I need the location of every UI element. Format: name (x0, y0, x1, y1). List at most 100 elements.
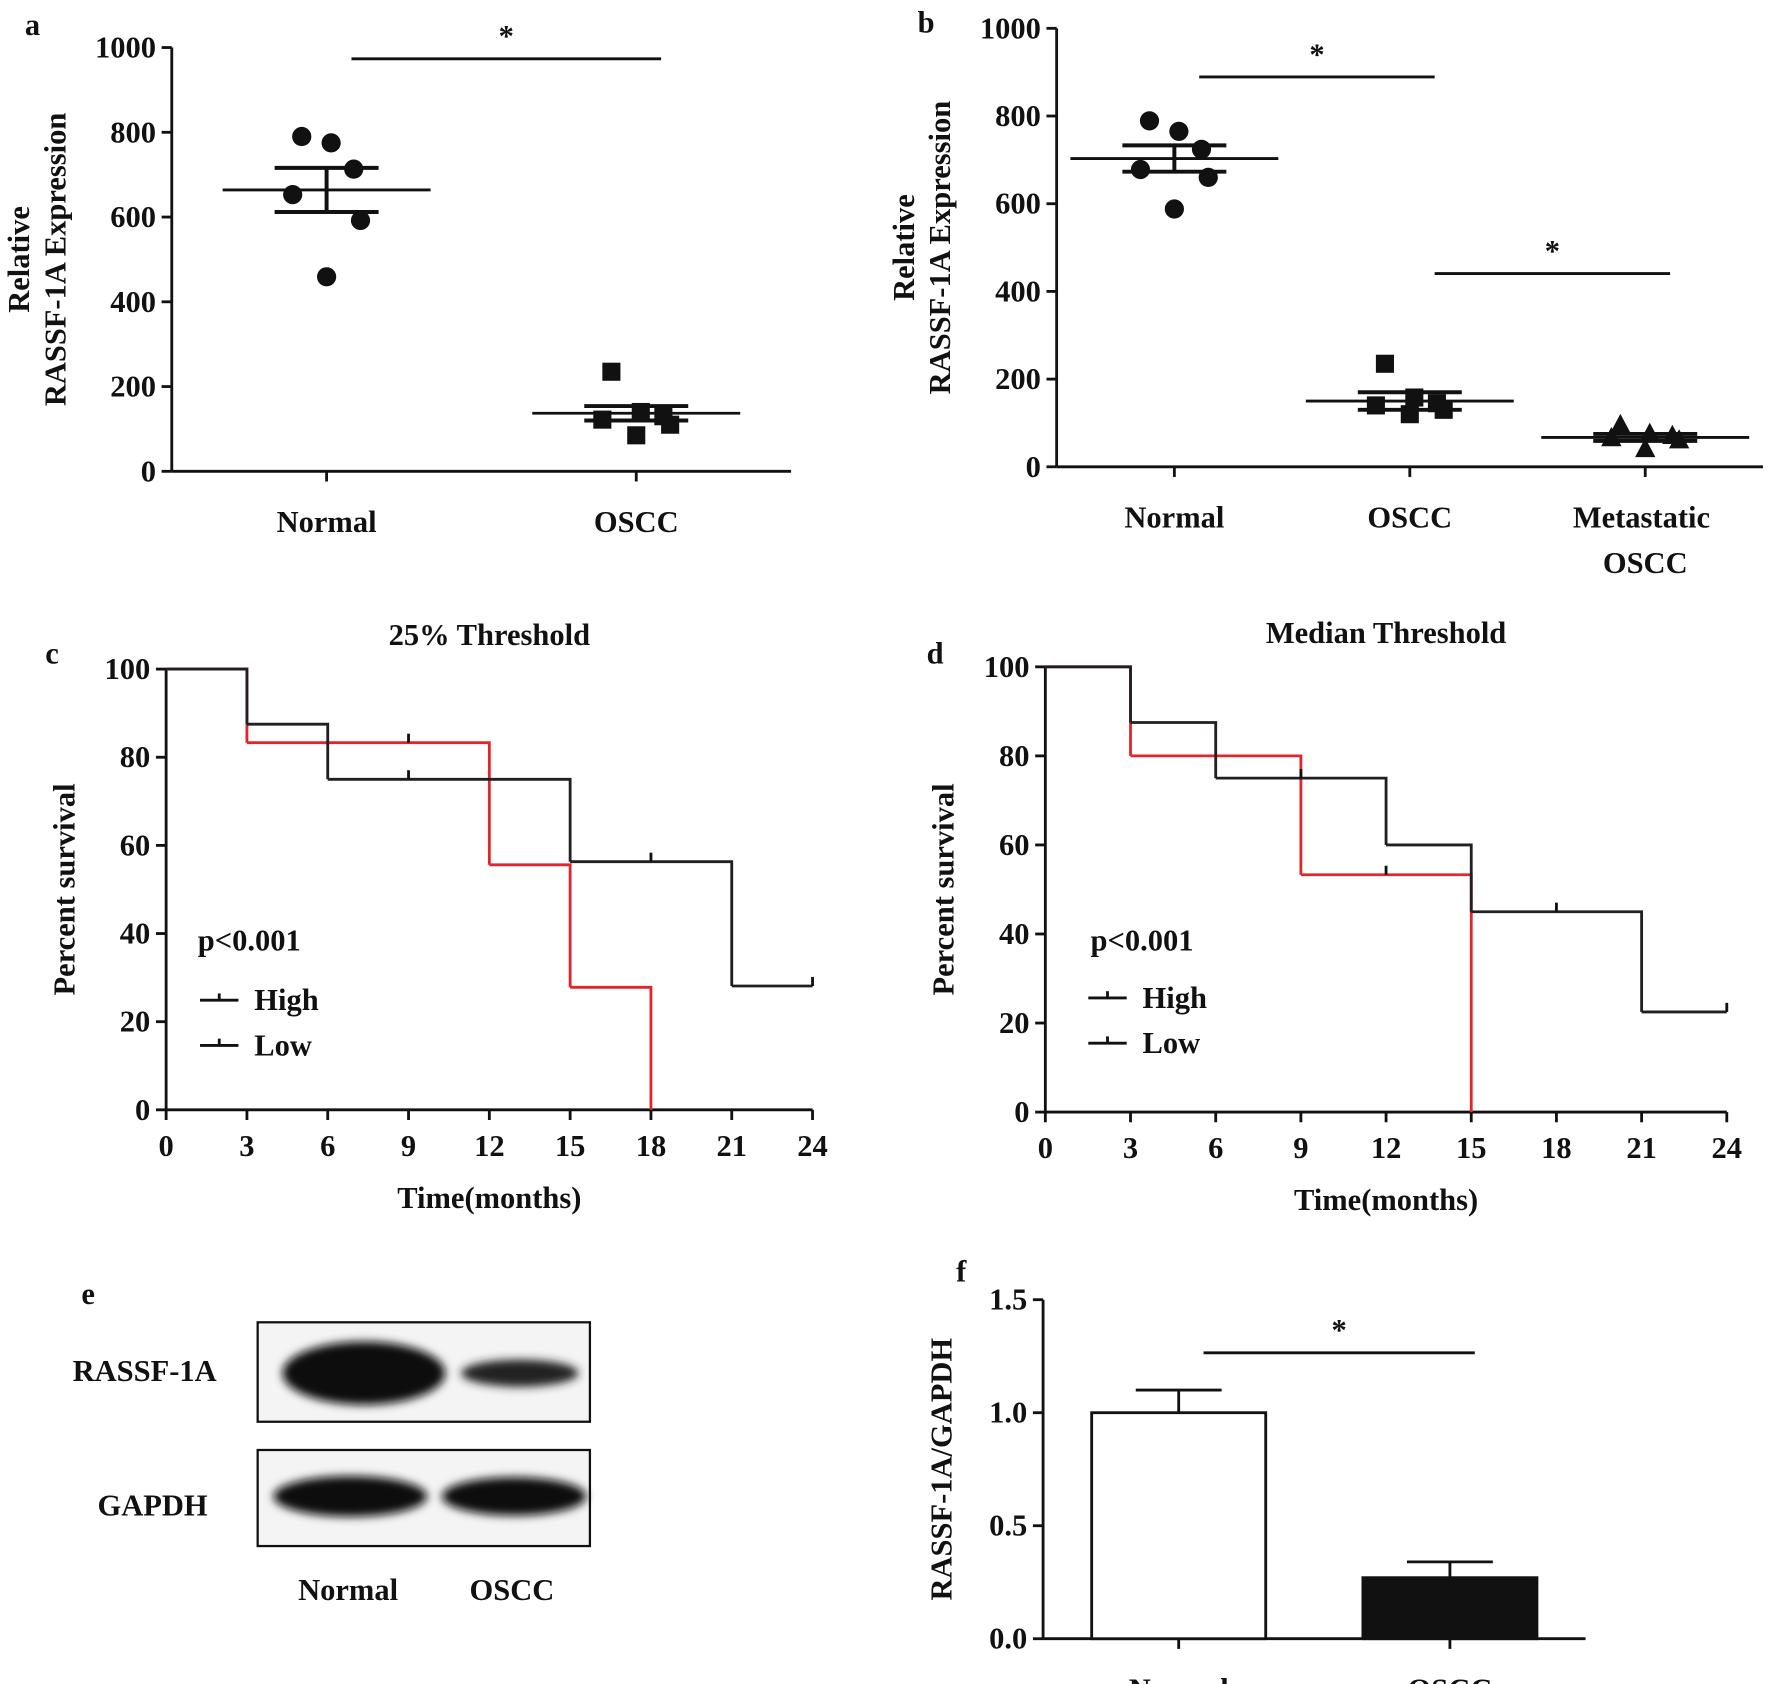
x-axis-label: Time(months) (1294, 1183, 1478, 1217)
point (602, 362, 621, 381)
legend-label: High (1143, 981, 1207, 1015)
significance-label: * (1332, 1313, 1347, 1347)
blot-row-label: GAPDH (97, 1488, 207, 1522)
point (1191, 139, 1212, 159)
y-tick-label: 1000 (95, 31, 156, 65)
y-tick-label: 0 (1014, 1095, 1029, 1129)
survival-step (1130, 754, 1303, 875)
panel-letter: d (927, 636, 944, 670)
survival-step (570, 860, 734, 986)
x-tick-label: 24 (1712, 1131, 1743, 1165)
point (350, 210, 371, 231)
legend-label: High (254, 983, 318, 1017)
y-tick-label: 200 (995, 362, 1041, 396)
x-tick-label: Normal (277, 505, 377, 539)
error-bar (1593, 431, 1698, 443)
x-tick-label: Normal (1129, 1673, 1229, 1684)
x-tick-label: 9 (1293, 1131, 1308, 1165)
y-tick-label: 1.0 (989, 1396, 1027, 1430)
point (1139, 111, 1160, 131)
y-tick-label: 60 (120, 828, 151, 862)
point (1130, 159, 1151, 180)
y-tick-label: 80 (999, 739, 1030, 773)
panel-letter: e (81, 1277, 95, 1311)
survival-step (1471, 910, 1644, 1012)
point (1164, 199, 1184, 219)
y-tick-label: 40 (120, 917, 151, 951)
y-tick-label: 400 (110, 285, 156, 319)
y-axis-label: Relative (2, 206, 36, 313)
x-tick-label: 6 (320, 1129, 335, 1163)
x-tick-label: 12 (1371, 1131, 1402, 1165)
y-tick-label: 60 (999, 828, 1030, 862)
y-tick-label: 600 (110, 200, 156, 234)
chart-title: 25% Threshold (389, 618, 590, 652)
x-tick-label: 21 (716, 1129, 747, 1163)
y-axis-label: RASSF-1A Expression (38, 113, 72, 407)
error-bar (274, 165, 379, 214)
survival-step (489, 863, 572, 988)
blot-column-label: Normal (298, 1573, 398, 1607)
panel-letter: f (956, 1254, 967, 1288)
survival-step (1300, 873, 1473, 1113)
x-tick-label: 18 (636, 1129, 667, 1163)
significance-label: * (1309, 37, 1324, 71)
blot-column-label: OSCC (470, 1573, 555, 1607)
y-axis-label: RASSF-1A/GAPDH (924, 1338, 958, 1601)
survival-step (1386, 843, 1473, 912)
x-tick-label: 12 (474, 1129, 505, 1163)
p-value: p<0.001 (1091, 923, 1194, 957)
point (316, 267, 337, 287)
error-bar (584, 404, 689, 423)
y-tick-label: 800 (110, 115, 156, 149)
x-tick-label: 0 (1038, 1131, 1053, 1165)
point (321, 133, 341, 153)
y-tick-label: 0.5 (989, 1509, 1027, 1543)
y-axis-label: Percent survival (47, 783, 81, 995)
x-tick-label: Normal (1124, 501, 1224, 535)
point (292, 126, 312, 147)
p-value: p<0.001 (198, 923, 301, 957)
chart-title: Median Threshold (1266, 616, 1506, 650)
legend-label: Low (254, 1028, 312, 1062)
point (1169, 121, 1189, 141)
survival-step (1130, 721, 1218, 779)
significance-label: * (499, 19, 514, 53)
survival-step (166, 667, 249, 725)
y-tick-label: 800 (995, 99, 1041, 133)
point (283, 184, 303, 205)
point (1375, 354, 1394, 373)
y-tick-label: 400 (995, 274, 1041, 308)
point (1610, 413, 1631, 434)
x-tick-label: 15 (555, 1129, 586, 1163)
x-tick-label: Metastatic OSCC (1573, 501, 1718, 580)
blot-band (273, 1475, 428, 1517)
y-axis-label: Percent survival (927, 783, 961, 995)
survival-step (246, 741, 491, 865)
y-tick-label: 80 (120, 740, 151, 774)
survival-step (246, 722, 330, 780)
y-tick-label: 40 (999, 917, 1030, 951)
y-tick-label: 100 (105, 652, 151, 686)
bar (1361, 1576, 1539, 1641)
panel-letter: a (25, 8, 40, 42)
blot-band (461, 1359, 579, 1387)
y-tick-label: 1000 (980, 11, 1041, 45)
y-tick-label: 0 (1026, 450, 1041, 484)
y-tick-label: 20 (120, 1005, 151, 1039)
y-tick-label: 600 (995, 187, 1041, 221)
x-tick-label: OSCC (1367, 501, 1452, 535)
blot-band (441, 1477, 587, 1516)
survival-step (570, 985, 653, 1110)
panel-letter: b (918, 6, 935, 40)
survival-step (1045, 665, 1132, 723)
x-tick-label: OSCC (1408, 1673, 1493, 1684)
point (661, 415, 680, 434)
bar (1090, 1411, 1268, 1641)
x-tick-label: 6 (1208, 1131, 1223, 1165)
y-tick-label: 20 (999, 1006, 1030, 1040)
y-tick-label: 200 (110, 370, 156, 404)
blot-row-label: RASSF-1A (73, 1354, 217, 1388)
x-tick-label: OSCC (594, 505, 679, 539)
